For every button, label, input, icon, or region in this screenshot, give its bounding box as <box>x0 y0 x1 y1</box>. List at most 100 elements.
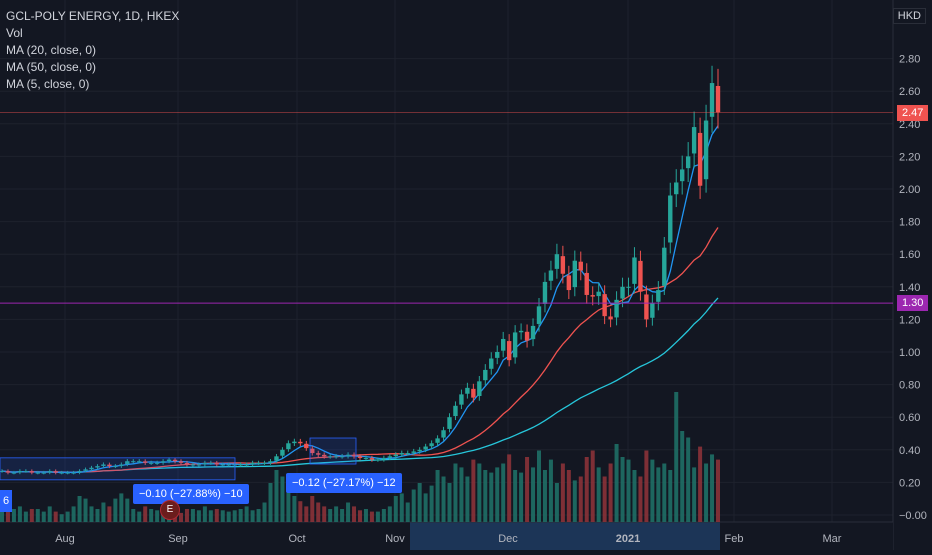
volume-bar <box>208 510 213 522</box>
candle-body <box>560 256 566 274</box>
candle-body <box>238 464 243 466</box>
volume-bar <box>596 467 601 522</box>
candle-body <box>148 462 154 464</box>
candle-body <box>501 338 506 351</box>
volume-bar <box>202 506 207 522</box>
volume-bar <box>590 450 595 522</box>
volume-bar <box>119 493 124 522</box>
candle-body <box>286 443 291 450</box>
volume-bar <box>340 509 345 522</box>
legend-ma5[interactable]: MA (5, close, 0) <box>6 77 90 91</box>
chart-legend: GCL-POLY ENERGY, 1D, HKEX Vol MA (20, cl… <box>6 8 179 93</box>
candle-body <box>578 261 583 271</box>
candle-body <box>298 441 303 444</box>
measure-callout-1[interactable]: −0.10 (−27.88%) −10 <box>133 484 249 504</box>
volume-bar <box>334 506 339 522</box>
volume-bar <box>602 476 607 522</box>
volume-bar <box>346 502 351 522</box>
volume-bar <box>256 509 261 522</box>
earnings-marker-icon[interactable]: E <box>160 500 180 520</box>
volume-bar <box>83 498 88 522</box>
volume-bar <box>190 509 195 522</box>
candle-body <box>626 286 631 288</box>
legend-volume[interactable]: Vol <box>6 26 23 40</box>
volume-bar <box>525 457 530 522</box>
candle-body <box>107 464 112 467</box>
candle-body <box>387 456 393 458</box>
volume-bar <box>381 509 386 522</box>
measure-callout-2[interactable]: −0.12 (−27.17%) −12 <box>286 473 402 493</box>
legend-ma20[interactable]: MA (20, close, 0) <box>6 43 97 57</box>
volume-bar <box>29 509 34 522</box>
volume-bar <box>41 511 46 522</box>
candle-body <box>512 332 518 358</box>
candle-body <box>89 467 94 470</box>
time-tick-label: Dec <box>498 533 518 545</box>
currency-label[interactable]: HKD <box>892 8 926 24</box>
volume-bar <box>262 502 267 522</box>
candle-body <box>226 464 231 466</box>
price-tick-label: −0.00 <box>899 510 927 522</box>
candle-body <box>363 457 369 459</box>
candle-body <box>668 195 673 243</box>
volume-bar <box>566 470 571 522</box>
volume-bar <box>429 485 434 522</box>
volume-bar <box>710 454 715 522</box>
candle-body <box>572 260 577 288</box>
price-tick-label: 2.40 <box>899 119 920 131</box>
candle-body <box>208 462 214 464</box>
candle-body <box>656 290 661 302</box>
volume-bar <box>704 463 709 522</box>
volume-bar <box>274 470 279 522</box>
volume-bar <box>632 470 637 522</box>
candle-body <box>524 331 530 341</box>
candle-body <box>274 456 279 461</box>
volume-bar <box>77 496 82 522</box>
horizontal-line-tag: 1.30 <box>897 295 929 311</box>
time-tick-label: Feb <box>725 533 744 545</box>
candle-body <box>250 462 255 465</box>
volume-bar <box>107 506 112 522</box>
candle-body <box>196 464 202 466</box>
price-tick-label: 0.40 <box>899 445 920 457</box>
candle-body <box>429 443 434 447</box>
candle-body <box>29 471 35 473</box>
volume-bar <box>143 506 148 522</box>
candle-body <box>11 472 17 474</box>
legend-ma50[interactable]: MA (50, close, 0) <box>6 60 97 74</box>
candle-body <box>339 456 345 458</box>
volume-bar <box>292 496 297 522</box>
volume-bar <box>584 457 589 522</box>
volume-bar <box>316 502 321 522</box>
candle-body <box>351 454 357 457</box>
candle-body <box>202 462 208 465</box>
price-tick-label: 1.20 <box>899 314 920 326</box>
symbol-title[interactable]: GCL-POLY ENERGY, 1D, HKEX <box>6 9 180 23</box>
volume-bar <box>423 493 428 522</box>
volume-bar <box>698 446 703 522</box>
volume-bar <box>716 459 720 522</box>
price-tick-label: 2.60 <box>899 86 920 98</box>
candle-body <box>530 325 536 340</box>
volume-bar <box>220 510 225 522</box>
candle-body <box>518 330 524 333</box>
volume-bar <box>560 463 565 522</box>
volume-bar <box>310 496 315 522</box>
volume-bar <box>626 459 631 522</box>
candle-body <box>59 472 64 474</box>
candle-body <box>465 387 470 394</box>
volume-bar <box>387 506 392 522</box>
volume-bar <box>101 502 106 522</box>
volume-bar <box>614 444 619 522</box>
candle-body <box>614 299 619 318</box>
candle-body <box>0 470 5 472</box>
edge-callout[interactable]: 6 <box>0 490 12 512</box>
candle-body <box>65 472 70 474</box>
candle-body <box>172 459 178 462</box>
volume-bar <box>656 467 661 522</box>
volume-bar <box>59 514 64 522</box>
candle-body <box>399 453 404 455</box>
time-tick-label: Sep <box>168 533 188 545</box>
